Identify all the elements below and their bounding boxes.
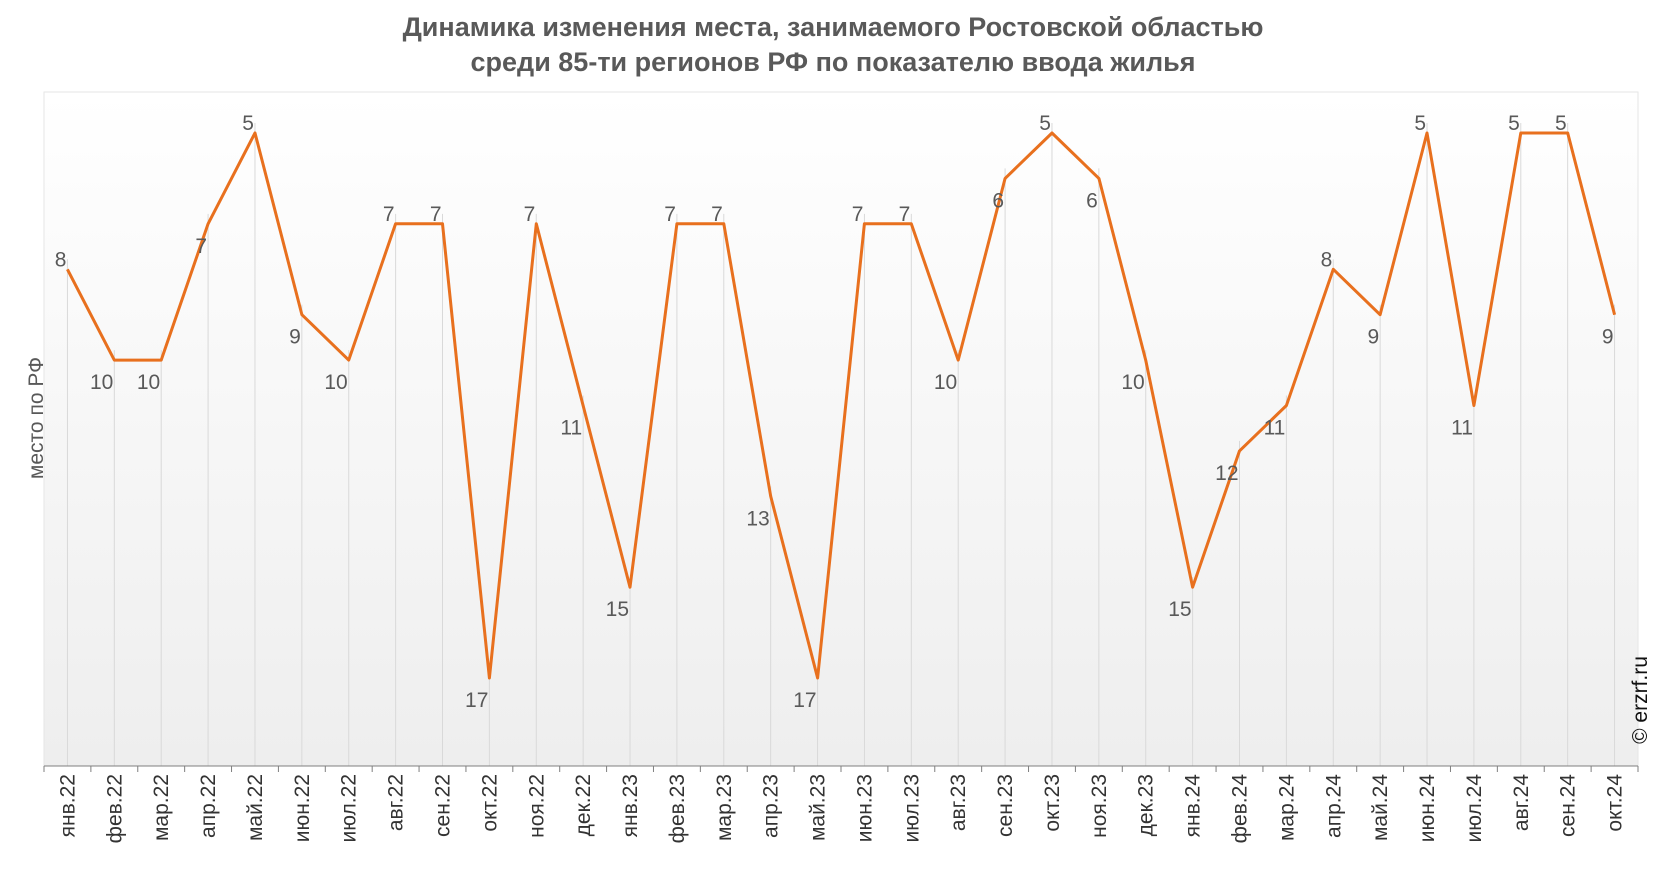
chart-title: Динамика изменения места, занимаемого Ро… — [0, 10, 1666, 80]
credit-text: © erzrf.ru — [1629, 656, 1652, 744]
data-label: 10 — [137, 371, 160, 394]
data-label: 5 — [1039, 112, 1051, 135]
x-tick-label: дек.22 — [572, 774, 595, 836]
data-label: 7 — [711, 203, 723, 226]
drop-lines — [66, 123, 1616, 766]
data-label: 5 — [1555, 112, 1567, 135]
data-label: 10 — [90, 371, 113, 394]
data-label: 9 — [1602, 326, 1614, 349]
data-label: 10 — [324, 371, 347, 394]
x-tick-label: окт.23 — [1041, 774, 1064, 832]
data-label: 11 — [1264, 417, 1286, 440]
x-tick-label: май.23 — [807, 774, 830, 841]
x-tick-label: фев.22 — [103, 774, 126, 843]
data-label: 6 — [1086, 189, 1098, 212]
x-tick-label: янв.22 — [56, 774, 79, 837]
data-label: 15 — [606, 598, 629, 621]
data-label: 7 — [852, 203, 864, 226]
data-label: 7 — [899, 203, 911, 226]
y-axis-label: место по РФ — [25, 356, 48, 480]
data-label: 5 — [242, 112, 254, 135]
data-label: 7 — [524, 203, 536, 226]
data-label: 17 — [793, 689, 816, 712]
data-label: 7 — [195, 235, 207, 258]
chart-title-line-2: среди 85-ти регионов РФ по показателю вв… — [470, 47, 1196, 77]
x-tick-label: янв.24 — [1182, 774, 1205, 838]
data-label: 10 — [934, 371, 957, 394]
x-tick-label: сен.24 — [1557, 774, 1580, 837]
data-label: 5 — [1414, 112, 1426, 135]
x-tick-label: мар.23 — [713, 774, 736, 841]
x-tick-label: май.24 — [1369, 774, 1392, 841]
data-label: 17 — [465, 689, 488, 712]
x-axis-ticks — [43, 766, 1639, 772]
x-tick-label: сен.22 — [432, 774, 455, 837]
data-label: 9 — [289, 326, 301, 349]
data-label: 15 — [1168, 598, 1191, 621]
data-label: 7 — [664, 203, 676, 226]
data-label: 13 — [746, 507, 769, 530]
data-label: 6 — [992, 189, 1004, 212]
x-tick-label: окт.22 — [478, 774, 501, 832]
chart-title-line-1: Динамика изменения места, занимаемого Ро… — [402, 12, 1264, 42]
plot-area — [43, 91, 1639, 767]
x-tick-label: июл.22 — [338, 774, 361, 842]
data-label: 9 — [1367, 326, 1379, 349]
x-tick-label: янв.23 — [619, 774, 642, 837]
data-label: 7 — [383, 203, 395, 226]
data-label: 11 — [1451, 417, 1473, 440]
x-tick-label: май.22 — [244, 774, 267, 841]
x-tick-label: мар.24 — [1275, 774, 1298, 841]
x-tick-label: июн.23 — [853, 774, 876, 842]
x-tick-label: июн.24 — [1416, 774, 1439, 843]
x-tick-label: июн.22 — [291, 774, 314, 842]
data-labels: 8 10 10 7 5 9 10 7 7 17 7 11 15 7 7 13 17 7 7 10 6 5 6 10 15 12 11… — [55, 112, 1614, 712]
x-tick-label: мар.22 — [150, 774, 173, 841]
x-tick-label: ноя.22 — [525, 774, 548, 838]
x-tick-label: ноя.23 — [1088, 774, 1111, 838]
x-tick-label: апр.24 — [1322, 774, 1345, 838]
x-tick-label: дек.23 — [1135, 774, 1158, 836]
x-tick-label: фев.23 — [666, 774, 689, 843]
x-tick-label: окт.24 — [1604, 774, 1627, 832]
data-label: 5 — [1508, 112, 1520, 135]
x-tick-label: апр.23 — [760, 774, 783, 838]
data-label: 8 — [55, 248, 67, 271]
data-label: 11 — [560, 417, 582, 440]
x-tick-label: июл.23 — [900, 774, 923, 842]
x-tick-label: авг.22 — [385, 774, 408, 831]
data-label: 8 — [1321, 248, 1333, 271]
x-tick-label: июл.24 — [1463, 774, 1486, 843]
x-tick-label: сен.23 — [994, 774, 1017, 837]
x-tick-label: авг.24 — [1510, 774, 1533, 831]
x-tick-label: авг.23 — [947, 774, 970, 831]
data-label: 10 — [1121, 371, 1144, 394]
series-line — [66, 131, 1617, 680]
data-label: 12 — [1215, 462, 1238, 485]
data-label: 7 — [430, 203, 442, 226]
x-axis-labels: янв.22 фев.22 мар.22 апр.22 май.22 июн.22 июл.… — [56, 774, 1626, 844]
x-tick-label: апр.22 — [197, 774, 220, 838]
x-tick-label: фев.24 — [1229, 774, 1252, 844]
